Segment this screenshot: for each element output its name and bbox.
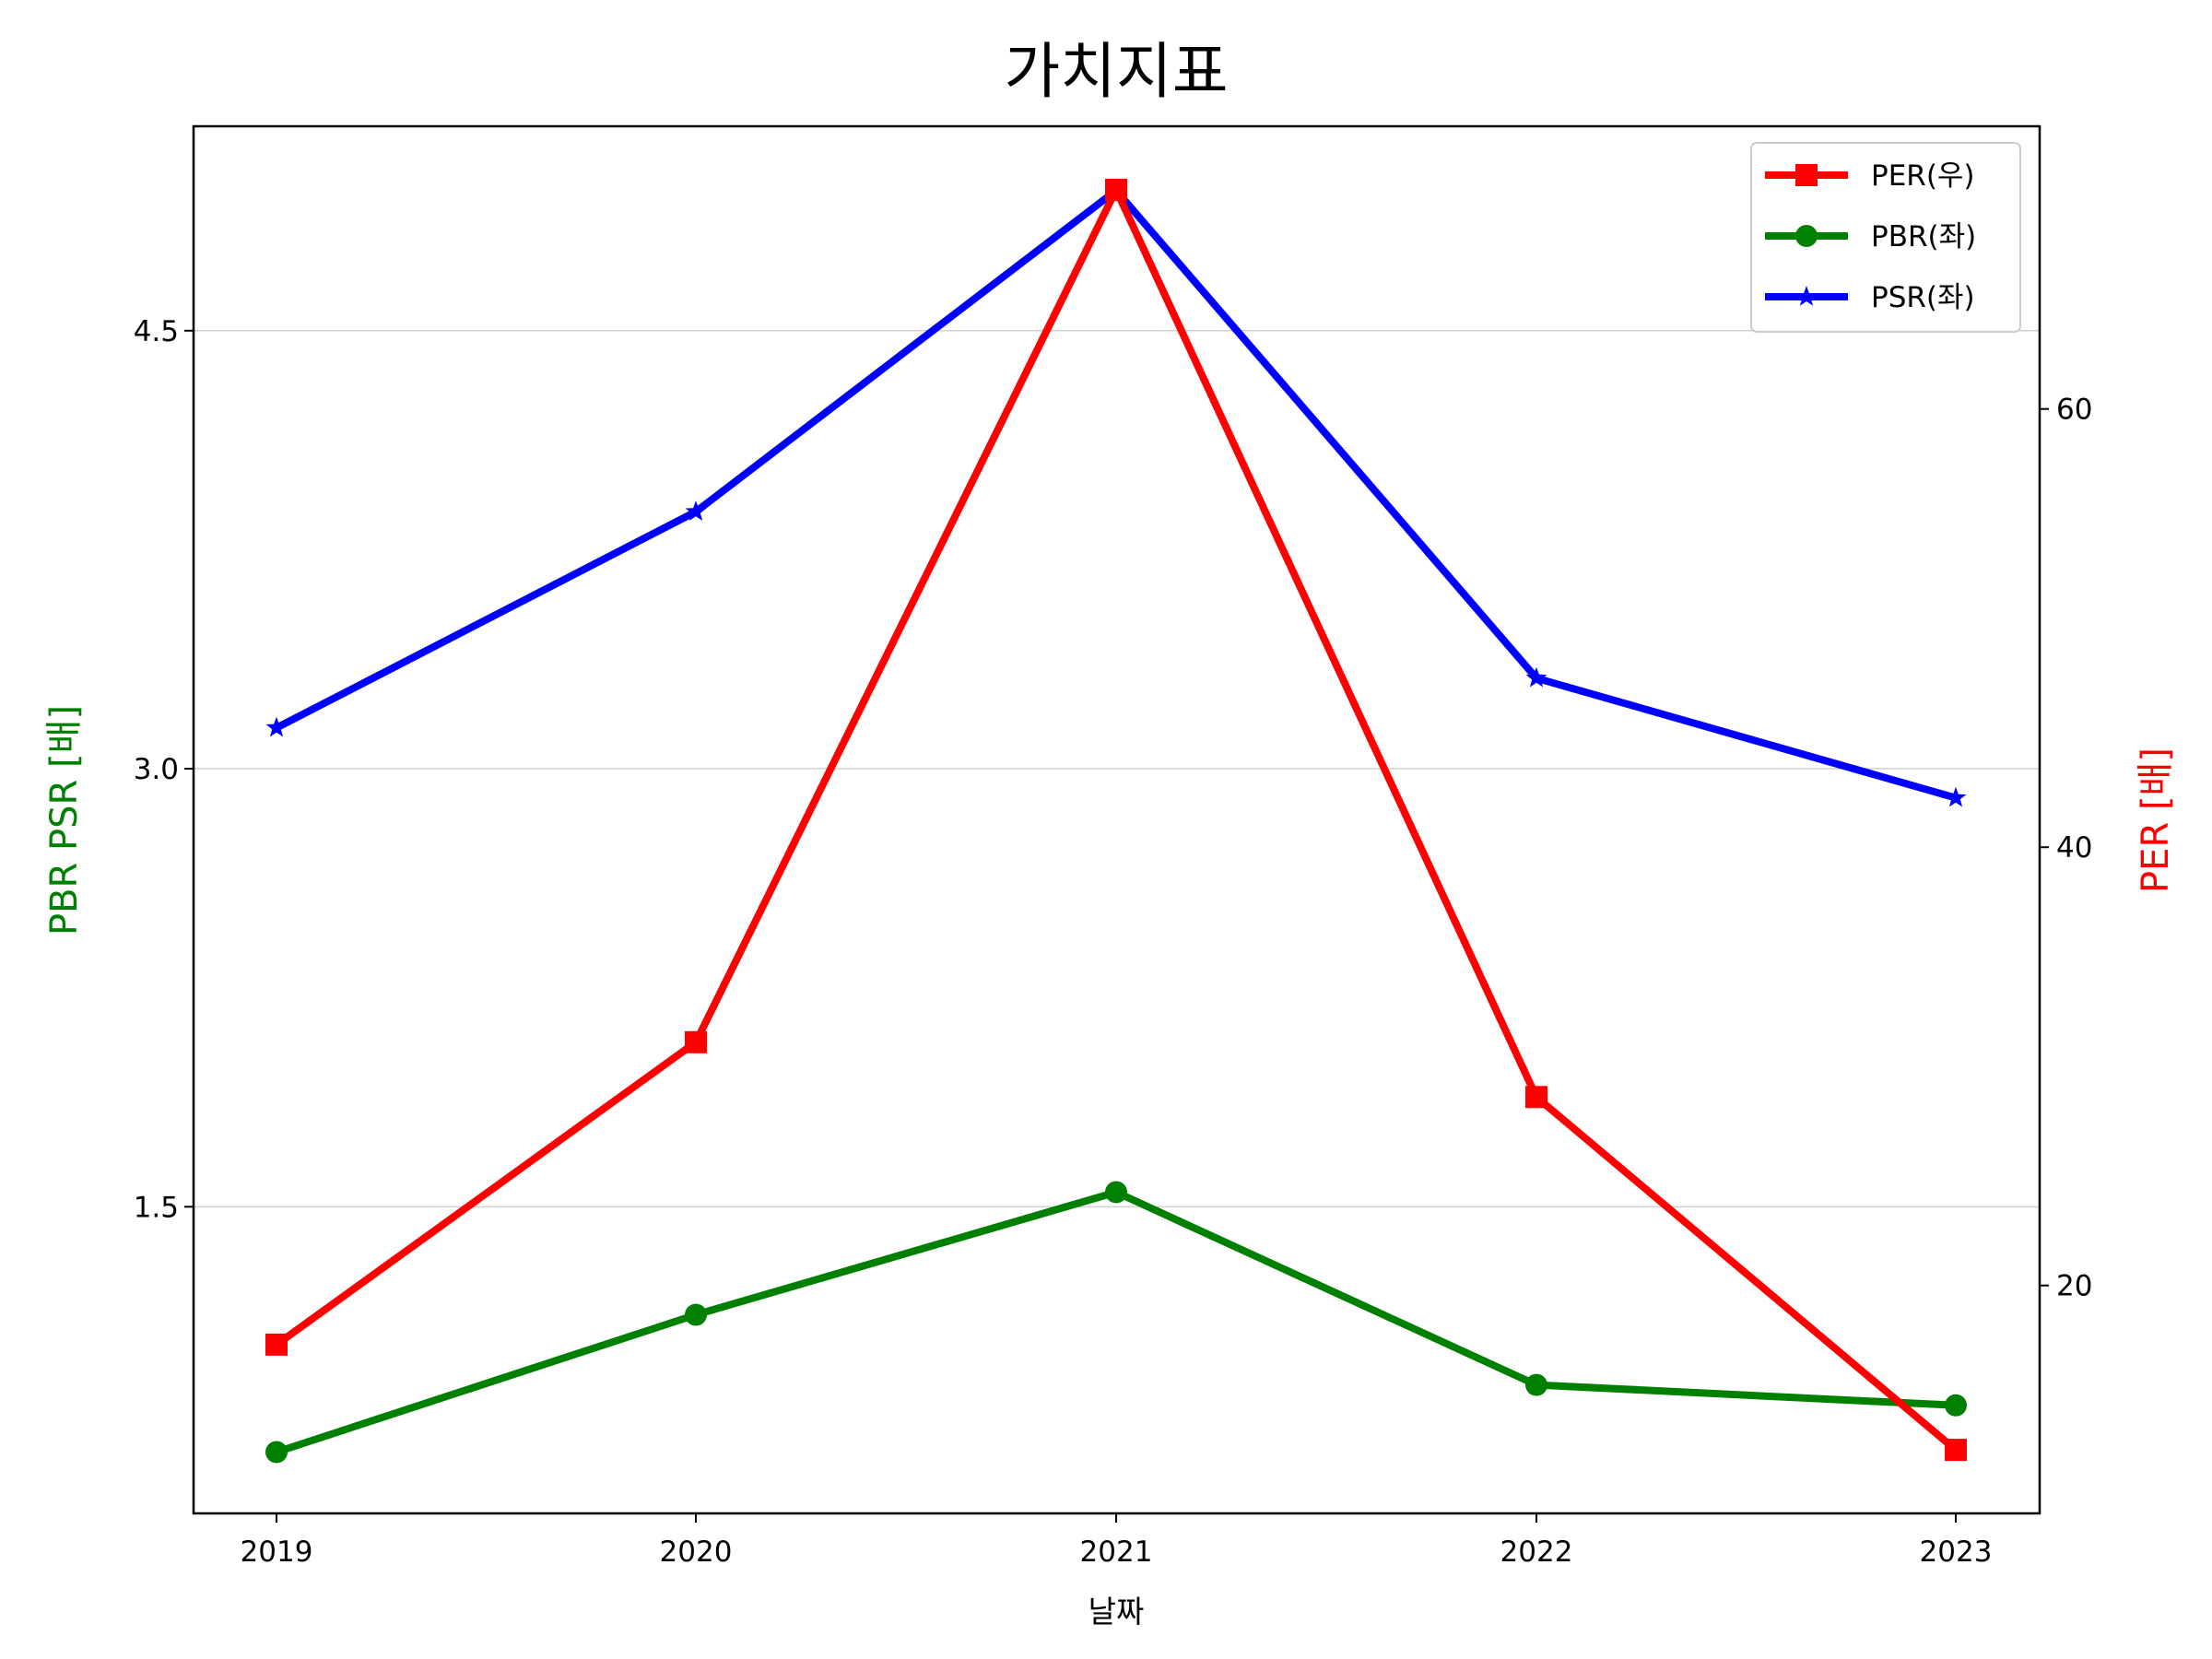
x-tick-label: 2021 bbox=[1080, 1535, 1153, 1569]
legend-marker bbox=[1795, 225, 1818, 247]
data-point-2023 bbox=[1945, 1439, 1967, 1462]
left-y-tick-label: 4.5 bbox=[134, 315, 179, 348]
data-point-2020 bbox=[685, 1303, 707, 1326]
right-y-tick-label: 20 bbox=[2056, 1270, 2092, 1303]
legend-marker bbox=[1795, 286, 1818, 306]
right-y-tick-label: 40 bbox=[2056, 831, 2092, 865]
x-tick-label: 2022 bbox=[1500, 1535, 1573, 1569]
chart-title: 가치지표 bbox=[1005, 36, 1229, 107]
data-point-2022 bbox=[1525, 1086, 1547, 1109]
legend: PER(우) PBR(좌) PSR(좌) bbox=[1750, 142, 2021, 333]
legend-label: PER(우) bbox=[1871, 159, 1975, 193]
x-tick-label: 2020 bbox=[660, 1535, 733, 1569]
data-point-2020 bbox=[685, 500, 707, 521]
data-point-2022 bbox=[1525, 666, 1547, 688]
legend-box bbox=[1750, 142, 2021, 333]
data-point-2019 bbox=[265, 716, 288, 737]
legend-marker bbox=[1795, 164, 1818, 186]
data-point-2021 bbox=[1105, 178, 1127, 201]
data-point-2019 bbox=[265, 1441, 288, 1464]
x-tick-label: 2019 bbox=[241, 1535, 313, 1569]
data-point-2020 bbox=[685, 1030, 707, 1053]
data-series bbox=[265, 178, 1967, 1464]
gridlines bbox=[194, 330, 2040, 1208]
right-y-axis-title: PER [배] bbox=[2135, 747, 2177, 893]
left-y-tick-label: 1.5 bbox=[134, 1191, 179, 1224]
legend-label: PBR(좌) bbox=[1871, 220, 1976, 253]
series-PER(우) bbox=[265, 178, 1967, 1462]
legend-label: PSR(좌) bbox=[1871, 281, 1975, 314]
x-tick-label: 2023 bbox=[1920, 1535, 1993, 1569]
legend-item: PER(우) bbox=[1765, 159, 1975, 193]
data-point-2021 bbox=[1105, 1181, 1127, 1204]
legend-item: PBR(좌) bbox=[1765, 220, 1976, 253]
axis-ticks: 1.5 3.0 4.5 20 40 60 2019 2020 2021 2022 2023 bbox=[134, 315, 2093, 1569]
data-point-2023 bbox=[1945, 1394, 1967, 1417]
series-PBR(좌) bbox=[265, 1181, 1967, 1464]
left-y-tick-label: 3.0 bbox=[134, 753, 179, 786]
data-point-2022 bbox=[1525, 1373, 1547, 1396]
data-point-2023 bbox=[1945, 786, 1967, 807]
legend-item: PSR(좌) bbox=[1765, 281, 1975, 314]
left-y-axis-title: PBR PSR [배] bbox=[43, 705, 86, 935]
x-axis-title: 날짜 bbox=[1088, 1594, 1145, 1630]
data-point-2019 bbox=[265, 1333, 288, 1356]
right-y-tick-label: 60 bbox=[2056, 394, 2092, 427]
